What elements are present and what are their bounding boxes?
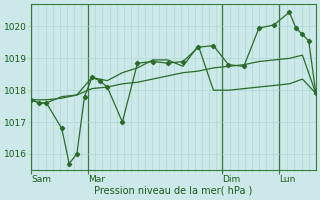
X-axis label: Pression niveau de la mer( hPa ): Pression niveau de la mer( hPa ) (94, 186, 253, 196)
